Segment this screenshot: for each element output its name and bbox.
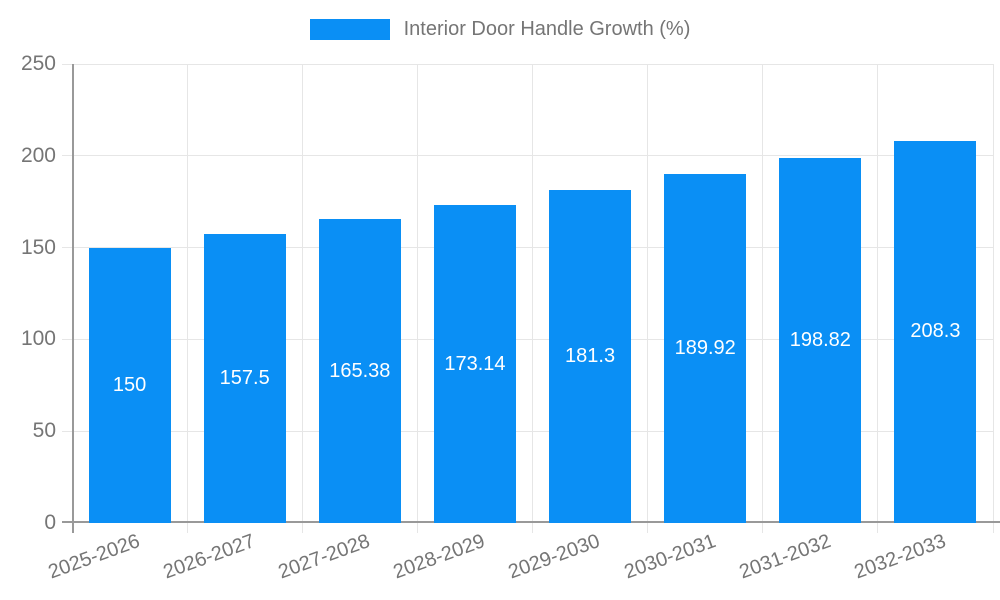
gridline-vertical [992,64,994,533]
y-axis-line [72,64,74,533]
x-axis-tick-label: 2026-2027 [160,530,258,584]
bar-value-label: 181.3 [565,345,616,368]
gridline-vertical [877,64,879,533]
y-axis-tick-label: 200 [20,143,56,167]
chart-legend[interactable]: Interior Door Handle Growth (%) [0,18,1000,41]
y-axis-tick-label: 250 [20,52,56,75]
gridline-horizontal [62,247,993,249]
y-axis-tick-label: 0 [44,511,56,534]
bar[interactable]: 198.82 [779,157,862,523]
x-axis-tick-label: 2031-2032 [736,530,834,584]
gridline-horizontal [62,430,993,432]
x-axis-tick-label: 2032-2033 [851,530,949,584]
bar[interactable]: 165.38 [318,219,401,523]
bar[interactable]: 173.14 [433,205,516,523]
legend-label: Interior Door Handle Growth (%) [403,18,691,40]
x-axis-line [62,521,1000,523]
bar-value-label: 157.5 [219,366,270,389]
bar[interactable]: 150 [88,247,171,523]
gridline-vertical [647,64,649,533]
gridline-vertical [186,64,188,533]
x-axis-tick-label: 2027-2028 [275,530,373,584]
y-axis-tick-label: 150 [20,235,56,259]
bar[interactable]: 189.92 [664,174,747,523]
gridline-horizontal [62,338,993,340]
gridline-vertical [762,64,764,533]
bar[interactable]: 208.3 [894,140,977,523]
y-axis-tick-label: 100 [20,327,56,351]
bar-value-label: 165.38 [329,359,391,382]
x-axis-tick-label: 2030-2031 [620,530,719,584]
bar[interactable]: 181.3 [549,190,632,523]
bar-value-label: 189.92 [674,337,736,360]
bar-value-label: 208.3 [910,320,961,343]
y-axis-tick-label: 50 [32,419,56,443]
x-axis-tick-label: 2025-2026 [45,530,143,584]
gridline-horizontal [62,155,993,157]
bar[interactable]: 157.5 [203,233,286,523]
x-axis-tick-label: 2029-2030 [505,530,604,584]
gridline-vertical [532,64,533,533]
legend-swatch [309,19,390,40]
gridline-vertical [416,64,418,533]
bar-value-label: 173.14 [444,352,506,375]
gridline-vertical [301,64,303,533]
x-axis-tick-label: 2028-2029 [390,530,489,584]
bar-value-label: 198.82 [789,328,851,351]
bar-value-label: 150 [112,373,147,396]
plot-area: 150 157.5 165.38 173.14 181.3 189.92 198.82 208… [62,63,1000,533]
gridline-horizontal [62,63,993,65]
